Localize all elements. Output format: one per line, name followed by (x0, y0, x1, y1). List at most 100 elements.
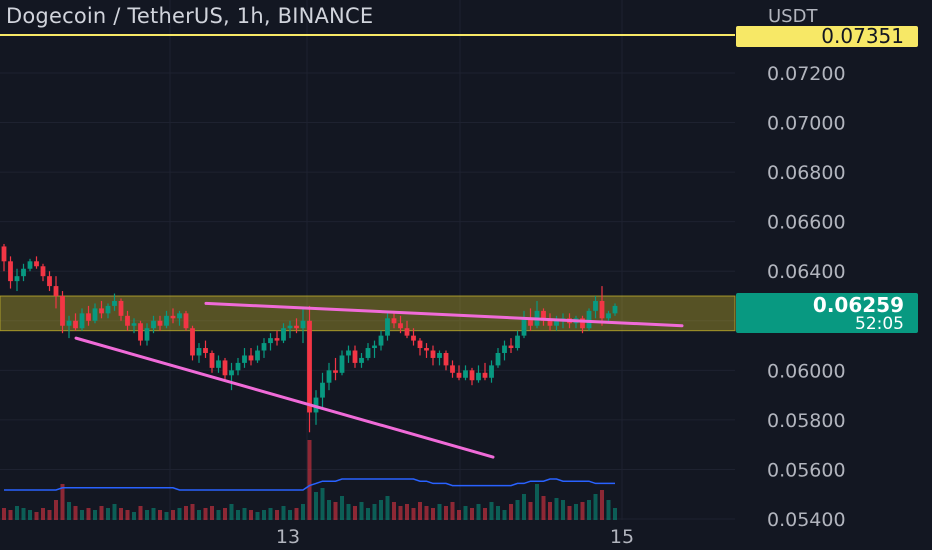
candle-body (326, 370, 332, 383)
candle-body (255, 350, 260, 361)
volume-bar (418, 502, 422, 520)
candle-body (398, 323, 403, 329)
candle-body (372, 345, 377, 349)
candle-body (359, 357, 364, 363)
candle-body (131, 323, 137, 326)
volume-bar (288, 510, 292, 520)
support-resistance-zone[interactable] (0, 295, 736, 332)
volume-bar (535, 484, 539, 520)
alert-price-badge[interactable]: 0.07351 (736, 26, 918, 47)
candle-body (281, 328, 286, 341)
candle-body (235, 362, 241, 371)
volume-bar (93, 510, 97, 520)
volume-bar (73, 506, 78, 520)
candle-body (1, 246, 7, 262)
candle-body (476, 372, 481, 381)
volume-bar (457, 510, 461, 520)
volume-bar (353, 506, 357, 520)
volume-bar (268, 508, 273, 520)
candle-body (144, 328, 150, 341)
candle-body (424, 348, 429, 351)
x-tick-label: 13 (276, 526, 300, 548)
volume-bar (54, 500, 58, 520)
volume-bar (177, 508, 182, 520)
candle-body (404, 328, 410, 336)
volume-bar (483, 508, 487, 520)
volume-bar (301, 504, 305, 520)
volume-bar (444, 506, 448, 520)
candle-body (508, 345, 514, 349)
candle-body (307, 320, 312, 413)
candle-body (248, 355, 254, 361)
candle-body (209, 352, 215, 368)
volume-bar (379, 500, 383, 520)
y-tick-label: 0.06000 (767, 360, 846, 382)
volume-bar (86, 508, 91, 520)
candle-body (586, 310, 592, 329)
volume-bar (99, 506, 104, 520)
volume-bar (21, 508, 26, 520)
volume-bar (515, 500, 520, 520)
volume-bar (41, 508, 45, 520)
candle-body (456, 372, 462, 378)
time-axis[interactable]: 13 15 (276, 526, 634, 548)
candle-body (528, 318, 533, 326)
candle-body (482, 372, 488, 378)
candle-body (593, 300, 598, 311)
volume-bar (554, 498, 559, 520)
candle-body (300, 320, 306, 329)
bar-countdown: 52:05 (855, 314, 904, 334)
candle-body (554, 320, 559, 326)
volume-bar (255, 512, 260, 520)
volume-bar (333, 502, 338, 520)
candle-body (229, 370, 234, 376)
volume-bar (164, 512, 169, 520)
candle-body (547, 320, 553, 326)
volume-bar (340, 496, 344, 520)
volume-bar (561, 500, 565, 520)
candle-body (60, 296, 65, 326)
candle-body (86, 313, 91, 321)
volume-bar (229, 504, 234, 520)
volume-bar (138, 506, 143, 520)
candle-body (294, 325, 299, 329)
candle-body (391, 318, 397, 324)
candle-body (170, 315, 176, 319)
volume-bar (184, 506, 188, 520)
volume-bar (80, 510, 84, 520)
candle-body (333, 370, 338, 373)
axis-currency-label: USDT (768, 6, 818, 27)
volume-bar (34, 512, 39, 520)
candle-body (378, 335, 384, 346)
candle-body (417, 340, 423, 349)
candle-body (73, 320, 78, 329)
candle-body (105, 305, 111, 314)
volume-bar (392, 502, 396, 520)
candle-body (242, 355, 247, 363)
volume-bar (132, 512, 136, 520)
volume-bar (366, 508, 370, 520)
trendline[interactable] (204, 301, 684, 328)
volume-bar (119, 508, 123, 520)
candle-body (53, 286, 59, 296)
trendline[interactable] (74, 336, 495, 459)
candle-body (183, 313, 189, 329)
volume-bar (496, 506, 500, 520)
candle-body (118, 300, 124, 316)
volume-bar (574, 504, 578, 520)
candle-body (352, 350, 358, 363)
candle-body (14, 276, 20, 282)
y-tick-label: 0.05400 (767, 509, 846, 531)
volume-bar (476, 504, 481, 520)
candle-body (216, 360, 221, 368)
volume-bars (2, 440, 617, 520)
volume-bar (281, 506, 286, 520)
candle-body (112, 300, 117, 306)
trendlines[interactable] (74, 301, 684, 459)
candle-body (261, 343, 267, 351)
candle-body (138, 323, 143, 341)
volume-bar (28, 510, 32, 520)
candle-body (164, 315, 169, 326)
volume-bar (522, 494, 526, 520)
